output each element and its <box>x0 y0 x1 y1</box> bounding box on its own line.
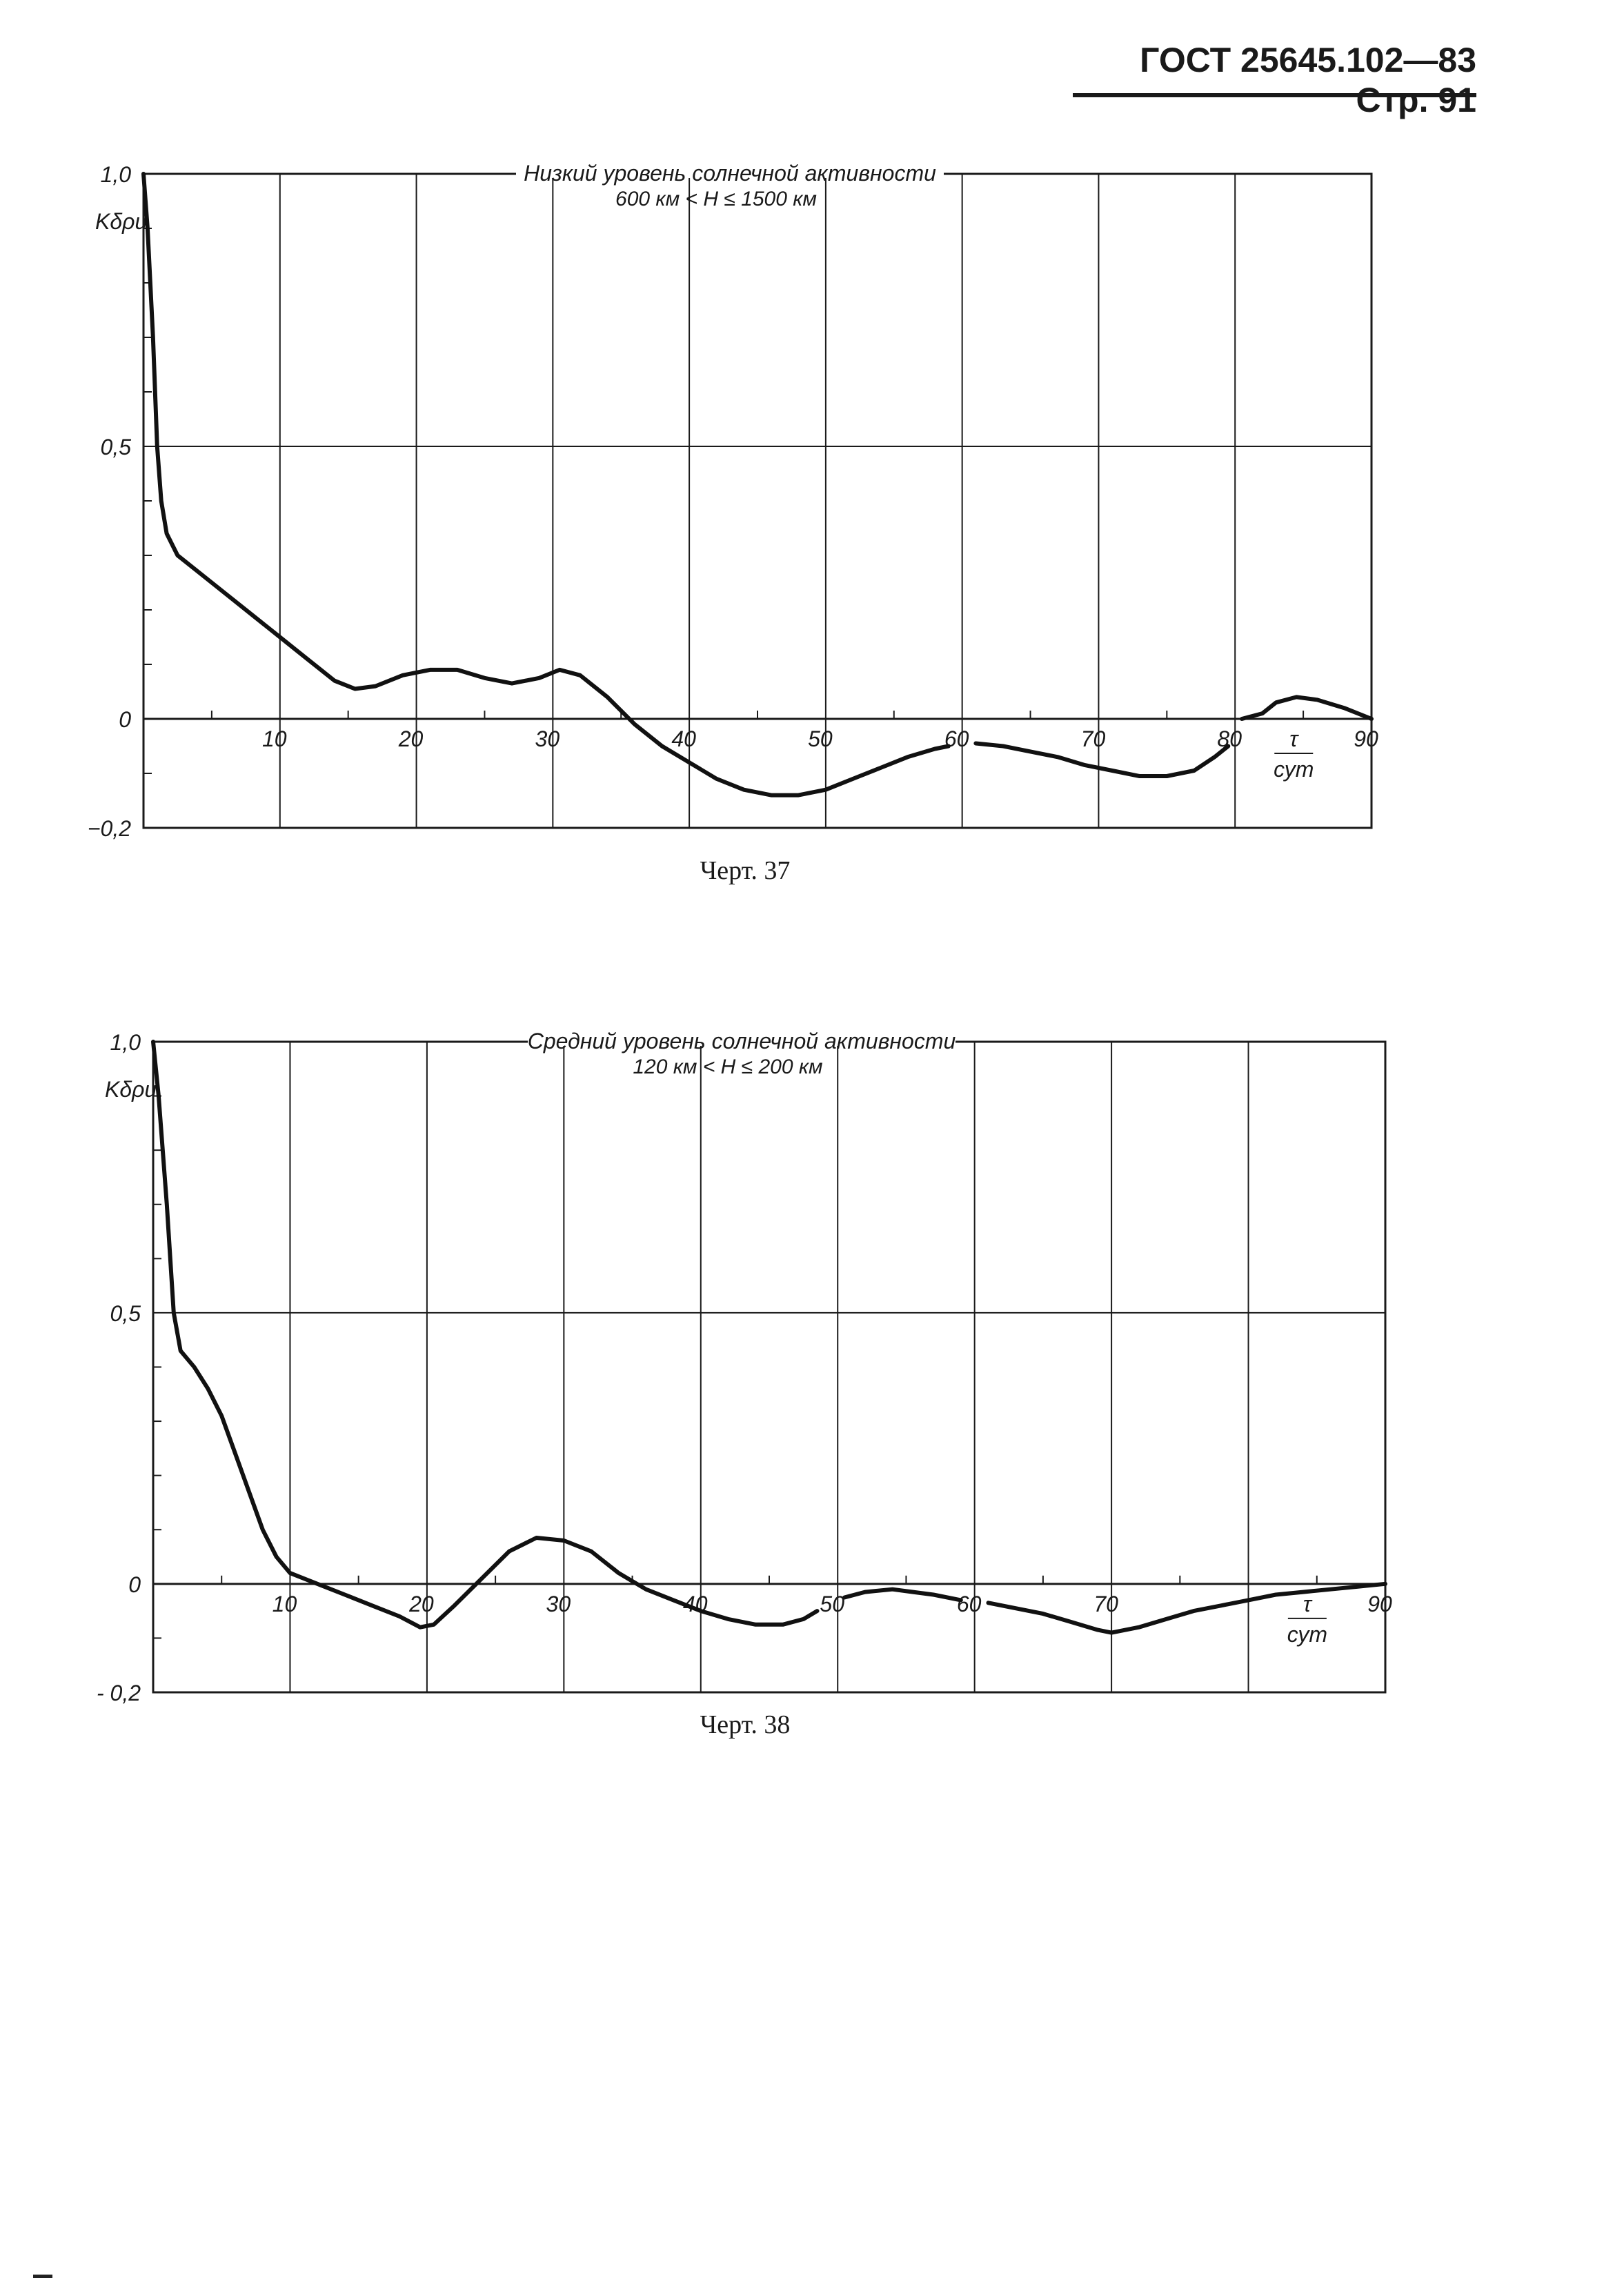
x-tick-label: 20 <box>398 726 424 751</box>
x-tick-label: 20 <box>408 1592 434 1616</box>
x-tick-label: 70 <box>1081 726 1106 751</box>
x-tick-label: 10 <box>262 726 287 751</box>
x-tick-label: 60 <box>957 1592 982 1616</box>
x-tick-label: 30 <box>546 1592 571 1616</box>
series-curve-segment <box>151 1040 820 1630</box>
chart-37: 10 20 30 40 50 60 70 80 901,00,50−0,2KδρиτсутНиз… <box>88 161 1378 841</box>
caption-chart-37: Черт. 37 <box>700 856 791 885</box>
x-tick-label: 50 <box>820 1592 844 1616</box>
chart-title: Низкий уровень солнечной активности <box>524 161 936 186</box>
y-tick-label: 0 <box>119 707 131 732</box>
header-rule <box>1073 93 1476 97</box>
series-curve-segment <box>1240 695 1374 721</box>
plot-frame <box>142 172 1373 829</box>
y-tick-label: 0,5 <box>110 1301 141 1326</box>
chart-title: Средний уровень солнечной активности <box>528 1029 956 1053</box>
x-axis-label-numerator: τ <box>1289 726 1299 751</box>
x-axis-label-numerator: τ <box>1303 1592 1313 1616</box>
footer-mark <box>33 2275 52 2278</box>
x-tick-label: 30 <box>535 726 560 751</box>
x-tick-label: 90 <box>1354 726 1378 751</box>
page-header: ГОСТ 25645.102—83 Стр. 91 <box>1140 41 1476 119</box>
title-gap <box>516 170 944 178</box>
y-tick-label: 1,0 <box>101 162 132 187</box>
x-tick-label: 50 <box>808 726 833 751</box>
chart-38: 10 20 30 40 50 60 70 901,00,50- 0,2KδρиτсутСред… <box>97 1029 1392 1705</box>
series-curve-segment <box>986 1581 1387 1635</box>
caption-chart-38: Черт. 38 <box>700 1710 791 1739</box>
title-gap <box>528 1038 955 1046</box>
chart-subtitle: 120 км < H ≤ 200 км <box>633 1056 822 1078</box>
x-axis-label-denominator: сут <box>1287 1622 1327 1647</box>
y-axis-label: Kδρи <box>95 209 147 234</box>
x-tick-label: 10 <box>273 1592 297 1616</box>
series-curve-segment <box>141 172 951 798</box>
series-curve-segment <box>842 1587 963 1603</box>
series-curve-segment <box>973 741 1231 778</box>
y-tick-label: −0,2 <box>88 816 131 841</box>
x-tick-label: 70 <box>1093 1592 1118 1616</box>
y-tick-label: 1,0 <box>110 1030 141 1055</box>
x-tick-label: 40 <box>671 726 696 751</box>
y-axis-label: Kδρи <box>105 1077 157 1102</box>
y-tick-label: - 0,2 <box>97 1681 141 1705</box>
chart-subtitle: 600 км < H ≤ 1500 км <box>615 188 817 210</box>
plot-frame <box>152 1040 1387 1694</box>
x-tick-label: 90 <box>1367 1592 1392 1616</box>
y-tick-label: 0 <box>128 1572 141 1597</box>
x-axis-label-denominator: сут <box>1274 757 1314 782</box>
y-tick-label: 0,5 <box>101 435 132 459</box>
